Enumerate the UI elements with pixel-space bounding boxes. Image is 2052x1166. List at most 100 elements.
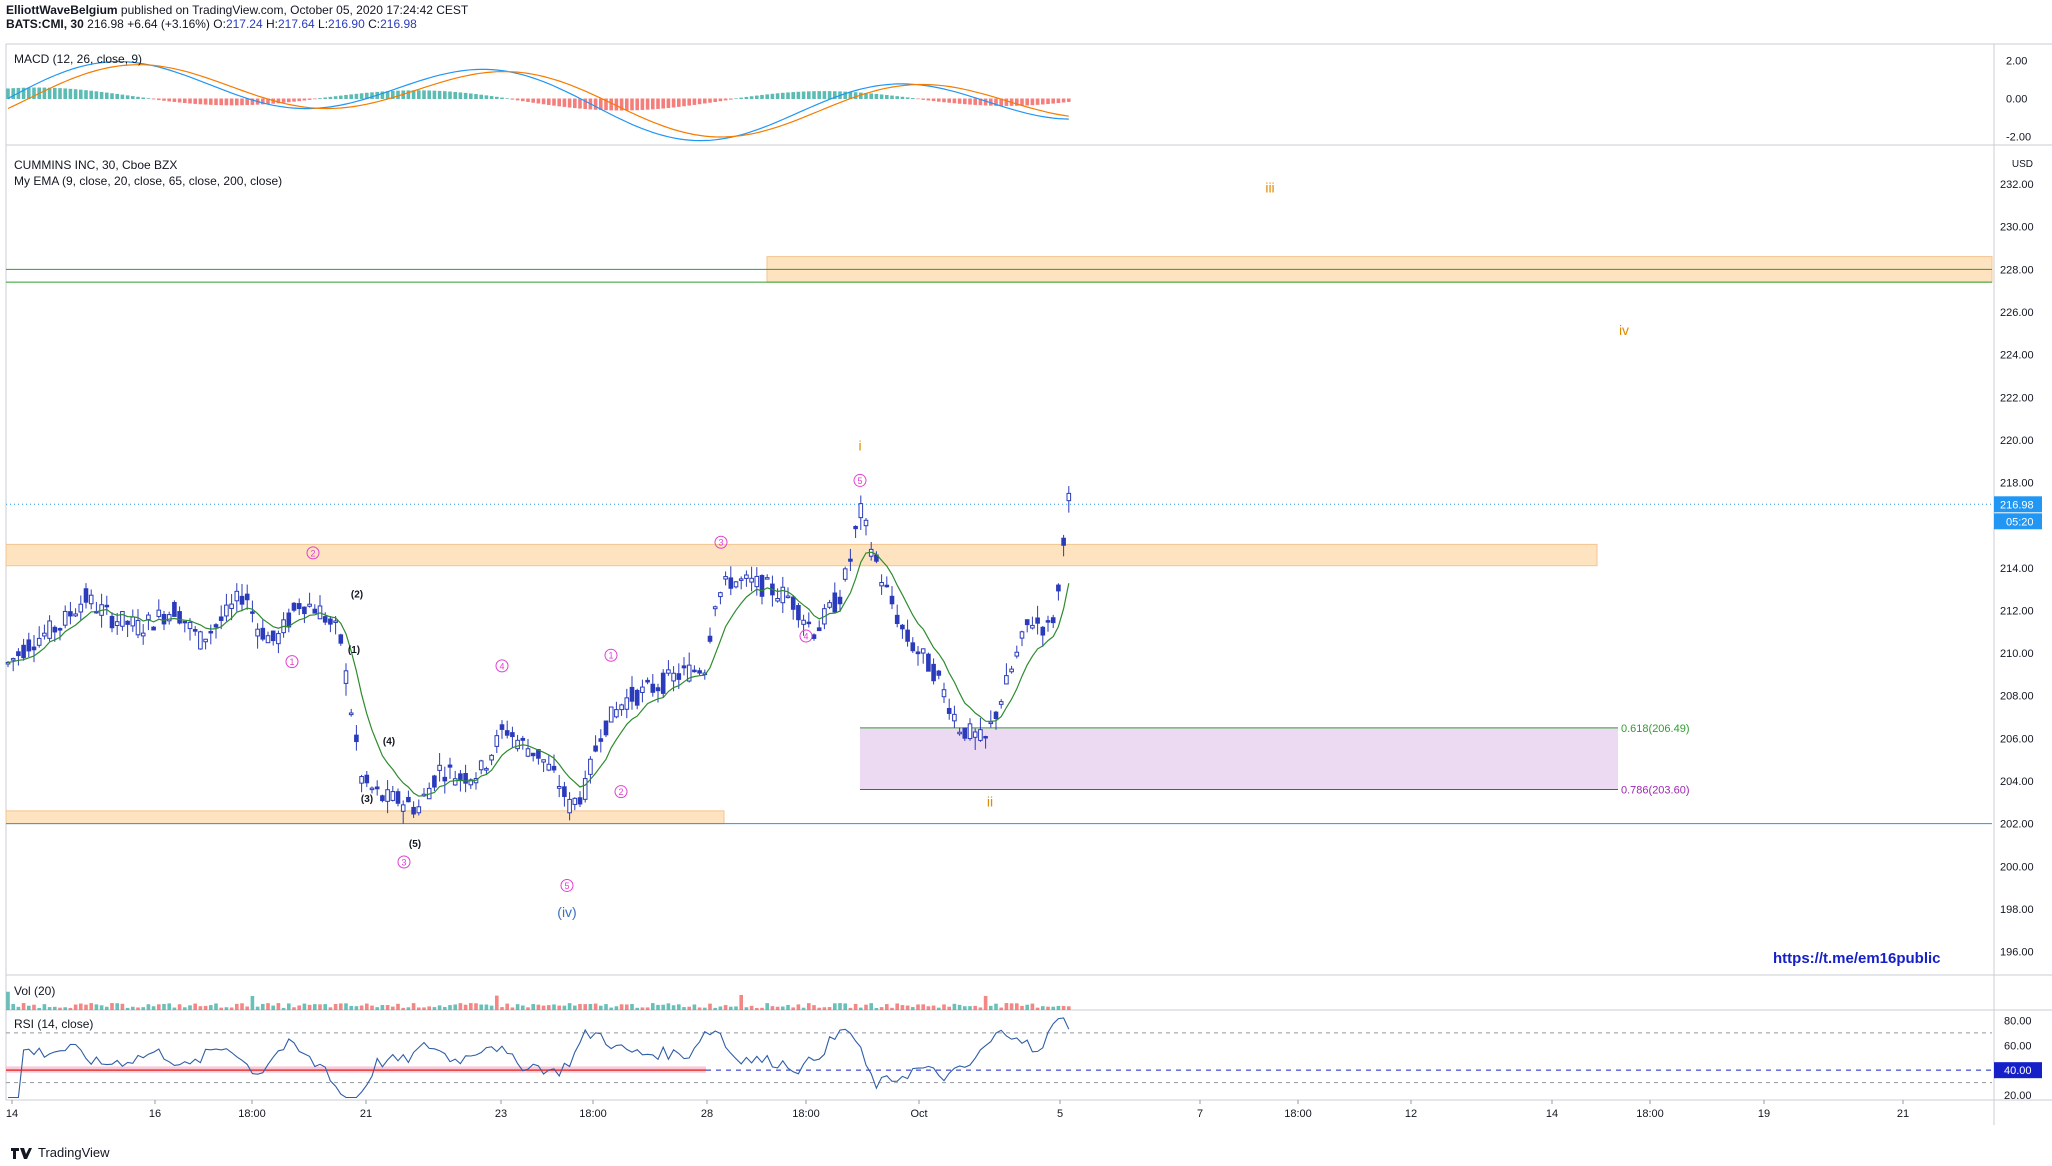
macd-histogram-bar xyxy=(989,98,993,106)
macd-histogram-bar xyxy=(692,98,697,105)
candle-body xyxy=(993,711,999,720)
macd-histogram-bar xyxy=(853,92,858,99)
volume-bar xyxy=(89,1003,93,1010)
volume-bar xyxy=(79,1003,83,1010)
volume-bar xyxy=(625,1004,629,1010)
tradingview-watermark[interactable]: TradingView xyxy=(10,1145,110,1160)
candle-body xyxy=(322,616,328,623)
volume-bar xyxy=(1041,1006,1045,1010)
rsi-highlight-tag xyxy=(1994,1062,2042,1079)
macd-histogram-bar xyxy=(370,92,374,99)
volume-title[interactable]: Vol (20) xyxy=(14,984,56,998)
volume-bar xyxy=(489,1005,494,1010)
volume-bar xyxy=(287,1003,291,1010)
macd-histogram-bar xyxy=(708,98,712,103)
macd-tick: -2.00 xyxy=(2006,132,2031,144)
macd-histogram-bar xyxy=(905,97,910,99)
macd-histogram-bar xyxy=(812,91,816,99)
wave-label: 5 xyxy=(564,881,569,891)
macd-histogram-bar xyxy=(567,98,572,108)
telegram-link[interactable]: https://t.me/em16public xyxy=(1773,950,1941,967)
price-tick: 204.00 xyxy=(2000,776,2034,788)
macd-histogram-bar xyxy=(781,92,785,99)
candle-body xyxy=(1019,631,1025,639)
candle-body xyxy=(146,614,151,620)
last-price: 216.98 xyxy=(87,17,124,31)
candle-body xyxy=(328,618,333,625)
candle-body xyxy=(733,581,739,588)
wave-circle-marker xyxy=(714,535,728,549)
candle-body xyxy=(988,721,994,725)
candle-body xyxy=(842,568,848,580)
candle-body xyxy=(884,584,890,588)
wave-label: ii xyxy=(987,793,993,809)
macd-histogram-bar xyxy=(630,98,634,111)
candle-body xyxy=(177,611,182,624)
candle-body xyxy=(57,628,63,631)
macd-tick: 2.00 xyxy=(2006,56,2027,68)
macd-histogram-bar xyxy=(817,91,821,99)
macd-histogram-bar xyxy=(1051,98,1055,104)
macd-histogram-bar xyxy=(609,98,613,111)
candle-body xyxy=(718,592,723,598)
macd-histogram-bar xyxy=(318,98,322,99)
volume-bar xyxy=(760,1007,764,1010)
candle-body xyxy=(73,613,78,617)
candle-body xyxy=(338,634,344,644)
candle-body xyxy=(614,709,619,718)
candle-body xyxy=(161,613,167,625)
volume-bar xyxy=(391,1006,395,1010)
volume-bar xyxy=(536,1004,541,1010)
macd-histogram-bar xyxy=(136,96,140,99)
price-pane-title[interactable]: CUMMINS INC, 30, Cboe BZX xyxy=(14,158,178,172)
macd-histogram-bar xyxy=(281,98,286,103)
volume-bar xyxy=(37,1007,41,1010)
macd-histogram-bar xyxy=(427,90,431,99)
low-label: L: xyxy=(318,17,329,31)
volume-bar xyxy=(474,1003,478,1010)
publisher-name[interactable]: ElliottWaveBelgium xyxy=(6,3,118,17)
ema-title[interactable]: My EMA (9, close, 20, close, 65, close, … xyxy=(14,174,283,188)
volume-bar xyxy=(463,1004,468,1010)
candle-body xyxy=(1056,584,1061,592)
volume-bar xyxy=(281,1007,286,1010)
volume-bar xyxy=(162,1003,166,1010)
candle-body xyxy=(593,745,598,752)
macd-histogram-bar xyxy=(193,98,197,104)
candle-body xyxy=(515,739,520,750)
macd-histogram-bar xyxy=(994,98,998,106)
volume-bar xyxy=(276,1003,281,1010)
candle-body xyxy=(130,616,136,627)
volume-bar xyxy=(1025,1004,1029,1010)
macd-histogram-bar xyxy=(682,98,686,107)
macd-title[interactable]: MACD (12, 26, close, 9) xyxy=(14,52,143,66)
macd-histogram-bar xyxy=(105,92,109,99)
volume-bar xyxy=(614,1006,619,1010)
candle-body xyxy=(333,620,338,623)
rsi-title[interactable]: RSI (14, close) xyxy=(14,1017,94,1031)
volume-bar xyxy=(63,1007,67,1010)
price-tick: 218.00 xyxy=(2000,478,2034,490)
symbol-name[interactable]: BATS:CMI, 30 xyxy=(6,17,84,31)
candle-body xyxy=(905,629,910,642)
price-tick: 224.00 xyxy=(2000,350,2034,362)
macd-histogram-bar xyxy=(796,91,801,99)
volume-bar xyxy=(713,1007,717,1010)
macd-histogram-bar xyxy=(411,90,416,99)
volume-bar xyxy=(224,1007,229,1010)
price-tick: 226.00 xyxy=(2000,307,2034,319)
candle-body xyxy=(156,609,162,617)
volume-bar xyxy=(27,1005,31,1010)
candle-body xyxy=(655,687,661,692)
publish-date: published on TradingView.com, October 05… xyxy=(120,3,469,17)
macd-histogram-bar xyxy=(1004,98,1009,106)
volume-bar xyxy=(458,1003,463,1010)
macd-histogram-bar xyxy=(58,88,62,99)
tradingview-logo-icon xyxy=(11,1147,32,1159)
macd-histogram-bar xyxy=(120,94,125,99)
wave-circle-marker xyxy=(306,546,320,560)
macd-histogram-bar xyxy=(245,98,249,106)
candle-body xyxy=(291,602,297,611)
candle-body xyxy=(229,603,234,609)
